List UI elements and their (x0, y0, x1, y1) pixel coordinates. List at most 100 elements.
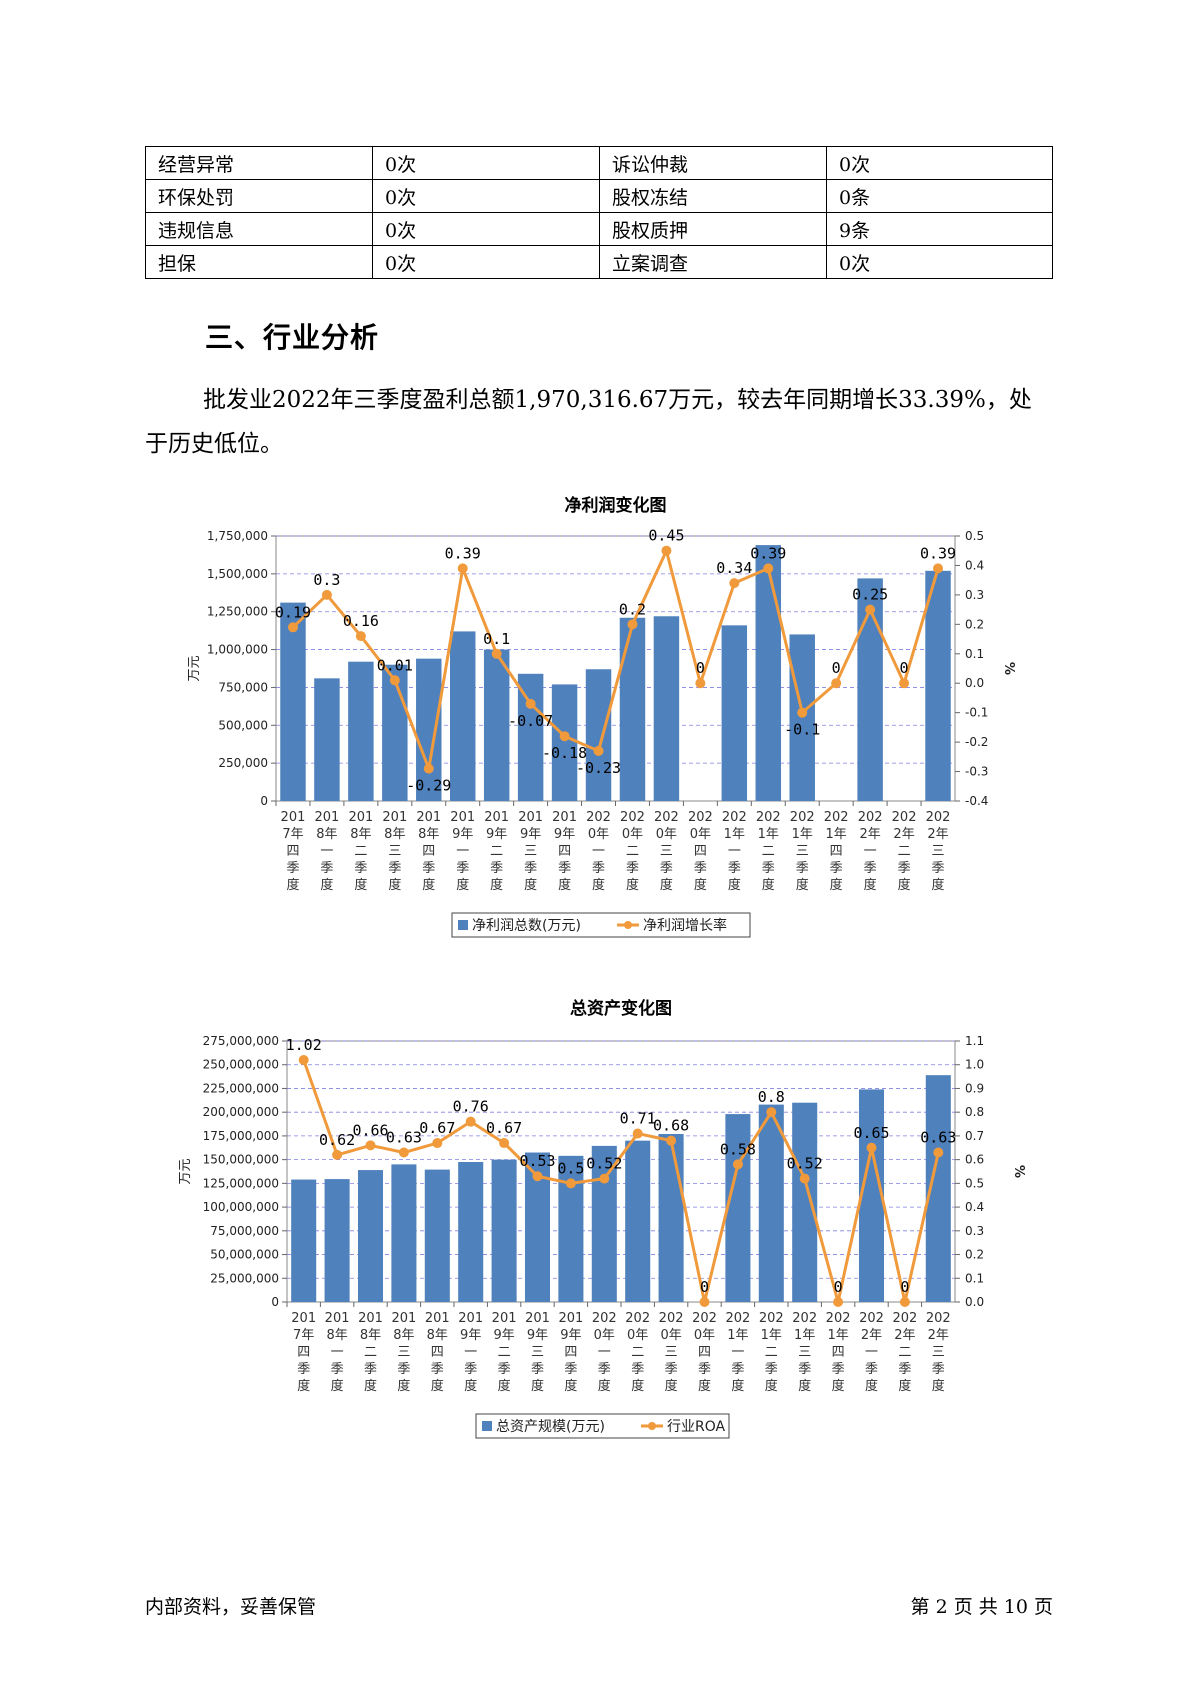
y-tick-label: 1,750,000 (207, 529, 268, 543)
data-label: 0.76 (453, 1098, 489, 1116)
y-tick-label: 175,000,000 (203, 1129, 279, 1143)
data-label: 0.67 (419, 1119, 455, 1137)
bar (449, 631, 476, 801)
line-point (933, 563, 944, 574)
line-point (732, 1159, 743, 1170)
data-label: 0.66 (352, 1121, 388, 1139)
risk-item-label: 立案调查 (599, 245, 827, 279)
line-point (355, 631, 366, 642)
y2-tick-label: 0.9 (965, 1081, 984, 1095)
line-point (332, 1149, 343, 1160)
data-label: 0 (832, 659, 841, 677)
legend-bar-swatch (482, 1421, 492, 1431)
x-tick-label: 201 9年一季度 (450, 810, 475, 893)
y2-tick-label: 0.1 (965, 647, 984, 661)
y2-tick-label: 0.2 (965, 1248, 984, 1262)
x-tick-label: 202 1年一季度 (722, 810, 747, 893)
y-tick-label: 100,000,000 (203, 1200, 279, 1214)
data-label: -0.29 (406, 777, 451, 795)
line-point (599, 1173, 610, 1184)
data-label: 0.39 (445, 544, 481, 562)
data-label: 0.67 (486, 1119, 522, 1137)
line-point (499, 1138, 510, 1149)
y-tick-label: 1,000,000 (207, 643, 268, 657)
data-label: 0.1 (483, 630, 510, 648)
data-label: 0.63 (386, 1129, 422, 1147)
y2-tick-label: 1.0 (965, 1058, 984, 1072)
y2-tick-label: 0.1 (965, 1271, 984, 1285)
data-label: 0.3 (313, 571, 340, 589)
footer-page-number: 第 2 页 共 10 页 (910, 1596, 1053, 1618)
y2-axis-label: % (1011, 1165, 1026, 1178)
risk-item-label: 担保 (145, 245, 373, 279)
y-tick-label: 250,000 (218, 756, 268, 770)
line-point (432, 1138, 443, 1149)
bar (382, 664, 408, 801)
data-label: 0.5 (557, 1159, 584, 1177)
y-tick-label: 1,250,000 (207, 605, 268, 619)
data-label: 0.65 (853, 1124, 889, 1142)
line-point (287, 622, 298, 633)
x-tick-label: 202 2年二季度 (892, 1311, 917, 1394)
y-axis-label: 万元 (178, 1158, 193, 1184)
x-tick-label: 202 0年一季度 (586, 810, 611, 893)
y-tick-label: 150,000,000 (203, 1153, 279, 1167)
data-label: 0 (900, 1278, 909, 1296)
data-label: 1.02 (286, 1036, 322, 1054)
x-tick-label: 202 0年一季度 (592, 1311, 617, 1394)
data-label: 0.58 (720, 1140, 756, 1158)
bar (758, 1104, 784, 1302)
footer-confidential: 内部资料，妥善保管 (145, 1596, 317, 1618)
line-point (766, 1107, 777, 1118)
legend-line-marker (648, 1422, 656, 1430)
line-point (559, 731, 570, 742)
x-tick-label: 202 2年三季度 (926, 1311, 951, 1394)
risk-table-row: 经营异常 0次 诉讼仲裁 0次 (145, 146, 1053, 180)
x-tick-label: 202 0年四季度 (692, 1311, 717, 1394)
total-assets-chart: 总资产变化图 0 25,000,000 50,000,000 75,000,000 100… (178, 998, 1026, 1439)
data-label: 0.39 (920, 544, 956, 562)
y2-tick-label: 0.0 (965, 676, 984, 690)
bar (391, 1164, 417, 1302)
x-tick-label: 201 9年二季度 (484, 810, 509, 893)
line-point (666, 1135, 677, 1146)
legend-line-marker (624, 921, 632, 929)
data-label: -0.07 (508, 712, 553, 730)
line-point (532, 1171, 543, 1182)
x-tick-label: 202 1年三季度 (790, 810, 815, 893)
data-label: 0.62 (319, 1131, 355, 1149)
x-tick-label: 201 8年二季度 (358, 1311, 383, 1394)
data-label: 0 (700, 1278, 709, 1296)
x-tick-label: 202 0年二季度 (625, 1311, 650, 1394)
bar (348, 661, 374, 801)
industry-paragraph: 批发业2022年三季度盈利总额1,970,316.67万元，较去年同期增长33.… (145, 387, 1032, 457)
y2-tick-label: 0.3 (965, 1224, 984, 1238)
y-tick-label: 75,000,000 (210, 1224, 279, 1238)
bar (416, 658, 442, 801)
y2-tick-label: 0.6 (965, 1153, 984, 1167)
line-point (465, 1116, 476, 1127)
x-tick-label: 201 9年一季度 (458, 1311, 483, 1394)
x-tick-label: 202 1年四季度 (824, 810, 849, 893)
data-label: 0.63 (920, 1129, 956, 1147)
x-tick-label: 202 0年四季度 (688, 810, 713, 893)
y-tick-label: 1,500,000 (207, 567, 268, 581)
risk-item-value: 0次 (372, 146, 600, 180)
y2-tick-label: 0.2 (965, 617, 984, 631)
data-label: 0.34 (716, 559, 752, 577)
y2-tick-label: 0.8 (965, 1105, 984, 1119)
risk-table-row: 环保处罚 0次 股权冻结 0条 (145, 179, 1053, 213)
bar (280, 602, 306, 801)
risk-item-value: 0条 (826, 179, 1053, 213)
data-label: -0.23 (576, 759, 621, 777)
data-label: 0 (834, 1278, 843, 1296)
bar (357, 1170, 384, 1302)
line-point (899, 678, 910, 689)
line-point (833, 1297, 844, 1307)
line-point (457, 563, 468, 574)
legend-box (475, 1413, 730, 1439)
data-label: 0.39 (750, 544, 786, 562)
line-point (695, 678, 706, 689)
y2-tick-label: 0.7 (965, 1129, 984, 1143)
y2-tick-label: 1.1 (965, 1034, 984, 1048)
